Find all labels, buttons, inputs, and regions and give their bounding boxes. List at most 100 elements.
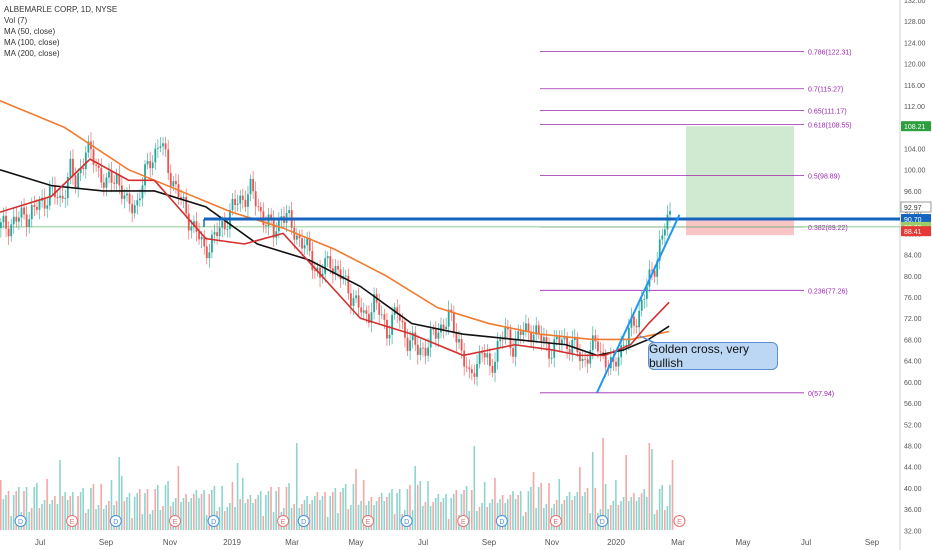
- candle-body: [226, 228, 229, 230]
- candle-body: [113, 182, 116, 184]
- volume-bar: [126, 497, 128, 530]
- candle-body: [149, 161, 152, 169]
- candle-body: [470, 369, 473, 374]
- x-tick-label: Sep: [482, 538, 497, 547]
- volume-bar: [23, 491, 25, 530]
- volume-bar: [532, 472, 535, 530]
- candle-body: [249, 178, 252, 195]
- candle-body: [576, 336, 579, 353]
- candle-body: [540, 333, 543, 342]
- volume-bar: [234, 507, 236, 530]
- candle-body: [519, 331, 522, 335]
- volume-bar: [162, 506, 164, 530]
- candle-body: [144, 164, 146, 186]
- fib-level-label: 0.786(122.31): [808, 49, 852, 56]
- candle-body: [306, 237, 309, 246]
- candle-body: [254, 191, 257, 207]
- candle-body: [97, 165, 100, 168]
- volume-bar: [609, 505, 612, 530]
- candle-body: [272, 219, 275, 238]
- volume-bar: [357, 505, 360, 530]
- candle-body: [615, 361, 617, 367]
- candle-body: [280, 216, 283, 218]
- candle-body: [203, 236, 206, 247]
- volume-bar: [530, 487, 532, 530]
- dividend-marker: [207, 515, 220, 527]
- marker-letter: D: [18, 519, 23, 526]
- candle-body: [445, 326, 448, 330]
- symbol-title[interactable]: ALBEMARLE CORP, 1D, NYSE: [4, 5, 118, 14]
- volume-bar: [452, 494, 455, 530]
- volume-bar: [579, 467, 581, 530]
- candle-body: [236, 203, 239, 205]
- candle-body: [414, 332, 417, 345]
- volume-bar: [491, 499, 494, 530]
- volume-bar: [108, 501, 110, 530]
- candle-body: [141, 185, 144, 199]
- golden-cross-callout[interactable]: Golden cross, very bullish: [648, 342, 778, 370]
- candle-body: [625, 344, 628, 346]
- candle-body: [463, 350, 466, 367]
- marker-letter: E: [677, 519, 682, 526]
- candle-body: [355, 295, 357, 299]
- volume-bar: [77, 496, 79, 530]
- volume-bar: [473, 446, 476, 530]
- volume-bar: [82, 488, 84, 530]
- volume-bar: [90, 488, 92, 530]
- candle-body: [514, 339, 517, 357]
- volume-bar: [326, 517, 329, 530]
- volume-bar: [123, 501, 126, 530]
- volume-bar: [239, 499, 241, 530]
- volume-bar: [270, 487, 272, 530]
- volume-bar: [622, 497, 625, 530]
- candle-body: [120, 185, 123, 199]
- volume-bar: [434, 498, 437, 530]
- volume-bar: [10, 516, 12, 530]
- candle-body: [537, 325, 540, 334]
- price-label-box: [901, 121, 931, 132]
- candle-body: [123, 195, 126, 199]
- candle-body: [581, 358, 584, 362]
- candle-body: [548, 342, 550, 359]
- candle-body: [640, 299, 643, 311]
- candle-body: [579, 352, 581, 362]
- volume-bar: [540, 483, 543, 530]
- volume-bar: [110, 480, 113, 530]
- candle-body: [666, 214, 669, 230]
- candle-body: [617, 357, 620, 367]
- candle-body: [0, 222, 2, 229]
- candle-body: [527, 323, 530, 333]
- volume-bar: [5, 495, 7, 530]
- earnings-marker: [362, 515, 375, 527]
- volume-bar: [476, 511, 478, 530]
- volume-bar: [481, 503, 483, 530]
- volume-bar: [313, 496, 316, 530]
- y-tick-label: 104.00: [904, 147, 926, 154]
- candle-body: [440, 324, 442, 333]
- volume-bar: [277, 487, 280, 530]
- legend-ma100[interactable]: MA (100, close): [4, 38, 60, 47]
- candle-body: [7, 228, 10, 237]
- candle-body: [146, 161, 149, 165]
- volume-bar: [633, 493, 635, 530]
- candle-body: [198, 231, 200, 240]
- x-tick-label: Mar: [671, 538, 685, 547]
- candle-body: [517, 331, 520, 340]
- volume-bar: [92, 484, 95, 530]
- legend-ma50[interactable]: MA (50, close): [4, 27, 56, 36]
- legend-vol[interactable]: Vol (7): [4, 16, 28, 25]
- volume-bar: [154, 489, 157, 530]
- y-tick-label: 44.00: [904, 465, 922, 472]
- volume-bar: [661, 485, 664, 530]
- fib-level-label: 0(57.94): [808, 391, 834, 398]
- x-tick-label: Sep: [99, 538, 114, 547]
- volume-bar: [522, 516, 525, 530]
- legend-ma200[interactable]: MA (200, close): [4, 49, 60, 58]
- volume-bar: [386, 497, 388, 530]
- volume-bar: [133, 497, 136, 530]
- marker-letter: D: [211, 519, 216, 526]
- marker-letter: E: [281, 519, 286, 526]
- volume-bar: [265, 495, 267, 530]
